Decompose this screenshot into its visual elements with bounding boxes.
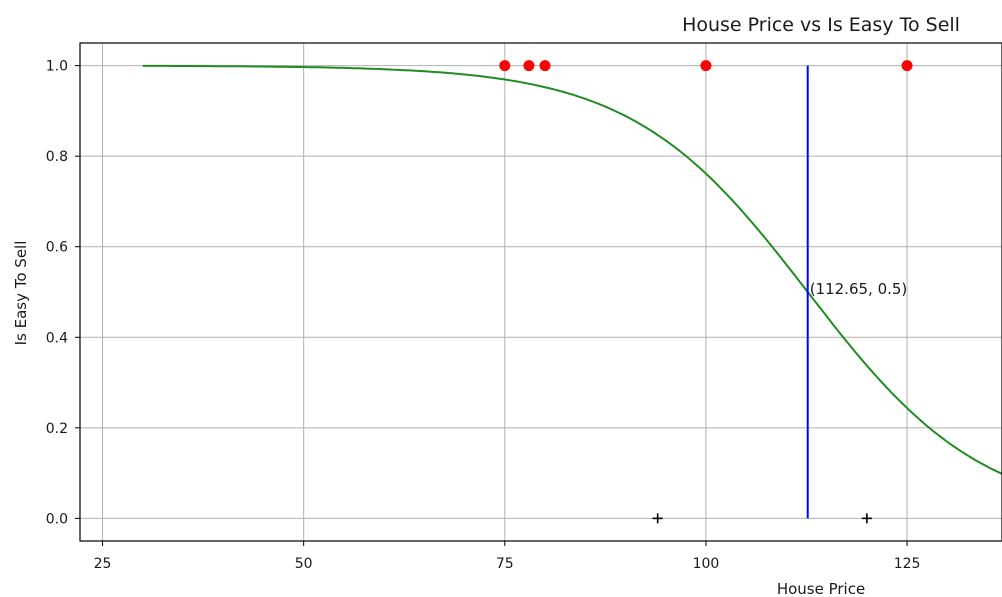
data-point [539, 60, 551, 72]
y-tick-label: 0.0 [46, 511, 68, 527]
y-tick-label: 0.2 [46, 421, 68, 437]
data-point [700, 60, 712, 72]
x-tick-label: 100 [693, 556, 720, 572]
y-tick-label: 0.6 [46, 240, 68, 256]
x-tick-label: 50 [295, 556, 313, 572]
ticks: 25 50 75 100 125 0.0 0.2 0.4 0.6 0.8 1.0 [46, 59, 921, 572]
y-axis-label: Is Easy To Sell [12, 241, 30, 346]
y-tick-label: 1.0 [46, 59, 68, 75]
data-point [901, 60, 913, 72]
x-tick-label: 75 [496, 556, 514, 572]
plot-area: (112.65, 0.5) [142, 60, 1002, 524]
data-point [861, 513, 872, 524]
x-tick-label: 125 [894, 556, 921, 572]
chart-title: House Price vs Is Easy To Sell [682, 14, 960, 36]
data-point [523, 60, 535, 72]
x-tick-label: 25 [94, 556, 112, 572]
annotation-label: (112.65, 0.5) [810, 280, 908, 298]
data-point [652, 513, 663, 524]
y-tick-label: 0.4 [46, 330, 68, 346]
y-tick-label: 0.8 [46, 149, 68, 165]
logistic-curve [142, 64, 1002, 475]
axes-frame [79, 42, 1002, 542]
x-axis-label: House Price [777, 580, 865, 597]
data-point [499, 60, 511, 72]
